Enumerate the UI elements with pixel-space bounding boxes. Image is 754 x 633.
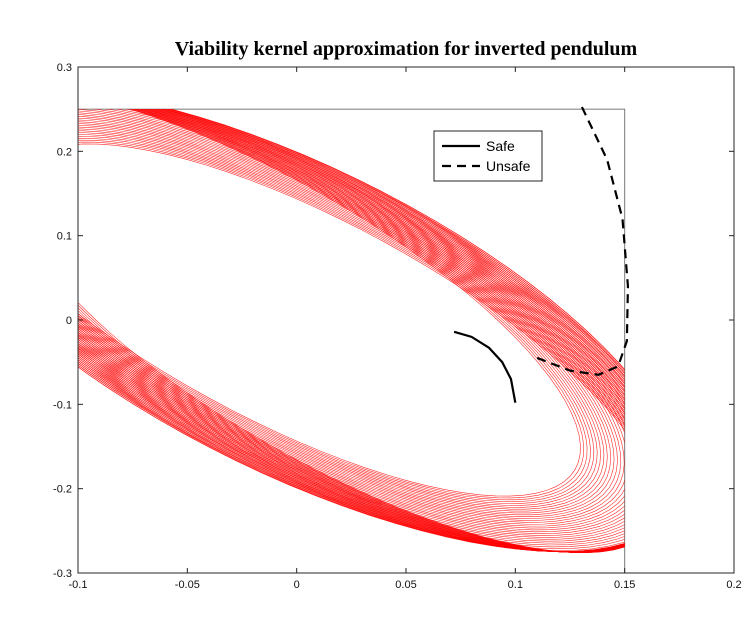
kernel-ellipse [78, 109, 625, 551]
kernel-ellipse [78, 109, 625, 523]
legend-box [433, 130, 543, 182]
kernel-ellipse [78, 109, 615, 516]
legend-label-unsafe: Unsafe [486, 158, 531, 174]
y-tick-label: -0.3 [53, 568, 72, 580]
chart-title: Viability kernel approximation for inver… [175, 38, 638, 60]
kernel-ellipse [78, 109, 625, 546]
kernel-ellipse [78, 109, 625, 525]
y-tick-label: -0.2 [53, 484, 72, 496]
kernel-ellipse [78, 109, 625, 542]
y-axis: -0.3 -0.2 -0.1 0 0.1 0.2 0.3 [53, 62, 734, 580]
x-axis: -0.1 -0.05 0 0.05 0.1 0.15 0.2 [69, 67, 742, 591]
kernel-ellipse [78, 109, 625, 533]
kernel-ellipse [78, 109, 625, 540]
ellipse-family [78, 109, 625, 553]
plot-area [77, 104, 630, 574]
kernel-ellipse [78, 109, 625, 534]
legend: Safe Unsafe [433, 130, 543, 182]
kernel-ellipse [78, 109, 608, 512]
kernel-ellipse [78, 109, 618, 518]
kernel-ellipse [78, 109, 598, 506]
series-line-unsafe [536, 104, 630, 376]
kernel-ellipse [78, 109, 605, 510]
kernel-ellipse [78, 109, 625, 536]
x-tick-label: 0.1 [508, 579, 523, 591]
y-tick-label: 0.2 [57, 146, 72, 158]
y-tick-label: 0 [66, 315, 72, 327]
kernel-ellipse [78, 109, 625, 529]
legend-label-safe: Safe [486, 138, 515, 154]
x-tick-label: 0.2 [726, 579, 741, 591]
kernel-ellipse [78, 109, 588, 501]
series-line-safe [453, 330, 517, 403]
kernel-ellipse [78, 109, 585, 499]
kernel-ellipse [78, 109, 601, 508]
x-tick-label: 0 [294, 579, 300, 591]
kernel-ellipse [78, 109, 581, 497]
y-tick-label: 0.1 [57, 231, 72, 243]
kernel-ellipse [78, 109, 622, 519]
kernel-ellipse [78, 109, 612, 514]
kernel-ellipse [78, 109, 625, 521]
x-tick-label: 0.05 [395, 579, 416, 591]
kernel-ellipse [78, 109, 595, 504]
kernel-ellipse [78, 109, 625, 531]
x-tick-label: -0.05 [175, 579, 200, 591]
kernel-ellipse [78, 109, 625, 550]
kernel-ellipse [78, 109, 625, 548]
kernel-ellipse [78, 109, 625, 544]
x-tick-label: 0.15 [614, 579, 635, 591]
kernel-ellipse [78, 109, 625, 538]
kernel-ellipse [78, 109, 625, 527]
y-tick-label: -0.1 [53, 399, 72, 411]
kernel-ellipse [78, 109, 591, 502]
y-tick-label: 0.3 [57, 62, 72, 74]
x-tick-label: -0.1 [69, 579, 88, 591]
